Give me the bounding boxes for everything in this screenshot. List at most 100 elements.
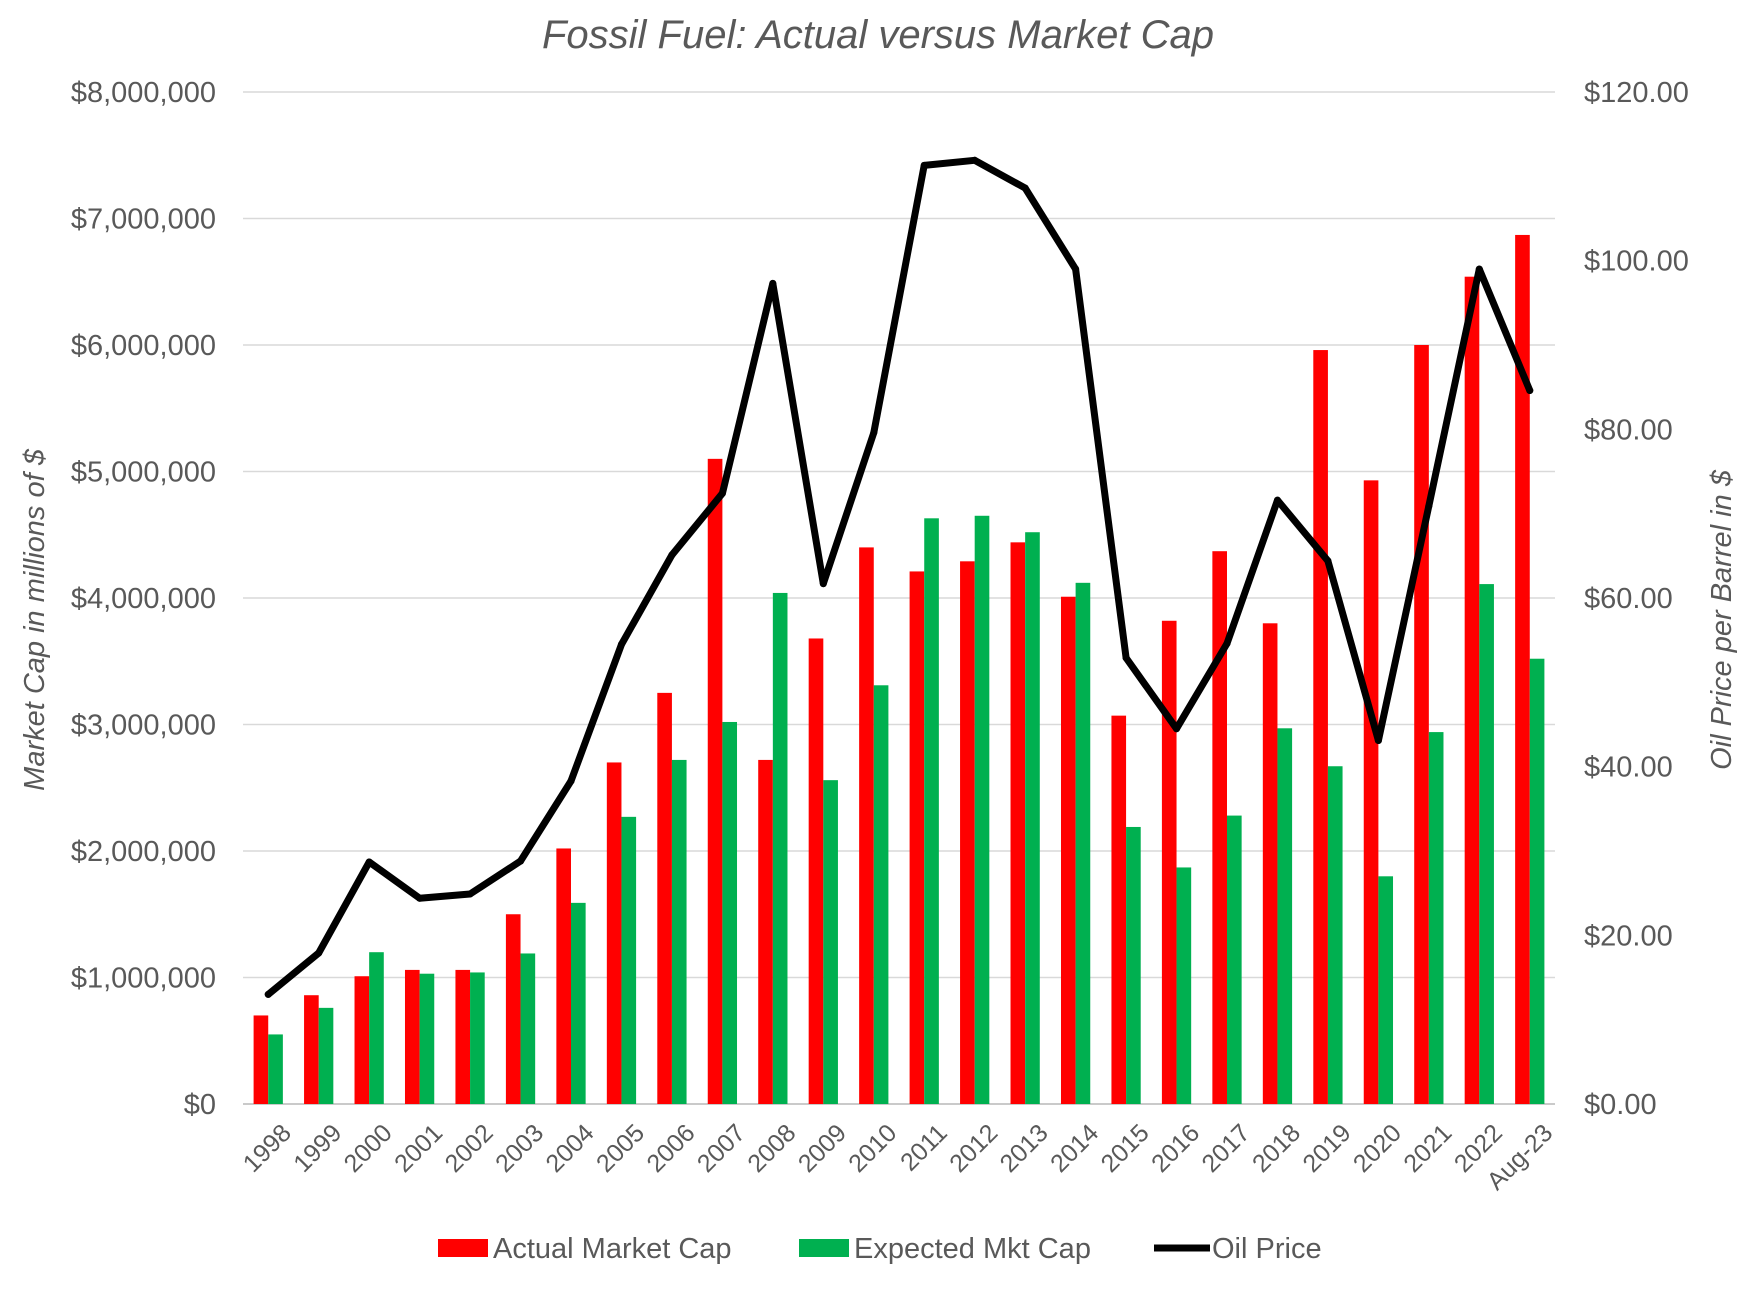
legend-label-actual-market-cap: Actual Market Cap: [493, 1233, 732, 1265]
bar-expected-mkt-cap: [520, 953, 536, 1104]
y2-tick-label: $20.00: [1584, 920, 1673, 952]
oil-price-point: [718, 489, 726, 497]
y-tick-label: $4,000,000: [71, 583, 216, 615]
y-tick-label: $0: [184, 1089, 216, 1121]
x-tick-label: 2010: [843, 1119, 902, 1178]
x-tick-label: 2007: [692, 1119, 751, 1178]
bar-expected-mkt-cap: [1428, 732, 1444, 1104]
oil-price-point: [567, 777, 575, 785]
bar-actual-market-cap: [354, 976, 370, 1104]
x-tick-label: 2013: [995, 1119, 1054, 1178]
bar-actual-market-cap: [1464, 276, 1480, 1104]
oil-price-point: [466, 890, 474, 898]
y-tick-label: $7,000,000: [71, 204, 216, 236]
x-tick-label: 2001: [389, 1119, 448, 1178]
bar-actual-market-cap: [707, 458, 723, 1105]
x-tick-label: 2018: [1247, 1119, 1306, 1178]
x-tick-label: 2000: [339, 1119, 398, 1178]
oil-price-point: [1526, 387, 1534, 395]
y2-tick-label: $0.00: [1584, 1089, 1657, 1121]
bar-expected-mkt-cap: [1378, 876, 1394, 1104]
left-axis: $0 $1,000,000 $2,000,000 $3,000,000 $4,000,0…: [71, 77, 216, 1121]
x-tick-label: 2006: [641, 1119, 700, 1178]
bar-expected-mkt-cap: [470, 972, 485, 1104]
oil-price-point: [1374, 737, 1382, 745]
bar-actual-market-cap: [808, 638, 824, 1104]
bar-actual-market-cap: [909, 571, 925, 1104]
bar-expected-mkt-cap: [924, 518, 939, 1104]
oil-price-point: [1021, 184, 1029, 192]
bar-expected-mkt-cap: [419, 973, 435, 1104]
oil-price-point: [1173, 725, 1181, 733]
bar-actual-market-cap: [1515, 234, 1530, 1104]
bar-actual-market-cap: [505, 914, 521, 1104]
legend-label-oil-price: Oil Price: [1212, 1233, 1322, 1265]
bars: [253, 234, 1545, 1105]
oil-price-point: [264, 990, 272, 998]
bar-expected-mkt-cap: [571, 902, 586, 1104]
oil-price-point: [1223, 640, 1231, 648]
bar-expected-mkt-cap: [823, 780, 838, 1104]
y-tick-label: $8,000,000: [71, 77, 216, 109]
bar-expected-mkt-cap: [1227, 815, 1242, 1104]
y2-tick-label: $60.00: [1584, 583, 1673, 615]
x-tick-label: 2009: [793, 1119, 852, 1178]
x-tick-label: 2003: [490, 1119, 549, 1178]
oil-price-point: [315, 949, 323, 957]
x-tick-label: 2011: [895, 1119, 953, 1177]
bar-expected-mkt-cap: [1327, 766, 1343, 1104]
x-tick-label: 2021: [1398, 1119, 1457, 1178]
oil-price-point: [1324, 557, 1332, 565]
x-tick-label: 2020: [1348, 1119, 1407, 1178]
bar-expected-mkt-cap: [318, 1007, 334, 1104]
x-tick-label: 1998: [238, 1119, 297, 1178]
bar-expected-mkt-cap: [974, 515, 990, 1104]
bar-expected-mkt-cap: [1479, 584, 1494, 1104]
oil-price-point: [617, 640, 625, 648]
bar-expected-mkt-cap: [722, 721, 738, 1104]
bar-expected-mkt-cap: [772, 592, 788, 1104]
bar-expected-mkt-cap: [1025, 532, 1040, 1104]
bar-expected-mkt-cap: [1075, 582, 1091, 1104]
oil-price-point: [1475, 265, 1483, 273]
y-axis-title: Market Cap in millions of $: [19, 448, 51, 791]
legend-swatch-expected-mkt-cap: [799, 1239, 849, 1257]
bar-actual-market-cap: [455, 969, 471, 1104]
gridlines: [243, 91, 1555, 1105]
oil-price-point: [971, 156, 979, 164]
oil-price-point: [819, 580, 827, 588]
oil-price-point: [769, 279, 777, 287]
bar-actual-market-cap: [657, 692, 672, 1104]
right-axis: $0.00 $20.00 $40.00 $60.00 $80.00 $100.00 $120…: [1584, 77, 1689, 1121]
bar-actual-market-cap: [1111, 715, 1127, 1104]
oil-price-line: [264, 156, 1534, 998]
oil-price-series-line: [264, 156, 1534, 998]
bar-expected-mkt-cap: [1176, 867, 1192, 1104]
y2-tick-label: $100.00: [1584, 246, 1689, 278]
x-tick-label: 2012: [944, 1119, 1003, 1178]
x-tick-label: 2017: [1196, 1119, 1255, 1178]
bar-actual-market-cap: [1161, 620, 1177, 1104]
chart-title: Fossil Fuel: Actual versus Market Cap: [542, 13, 1214, 57]
x-tick-label: 2005: [591, 1119, 650, 1178]
bar-actual-market-cap: [1060, 596, 1076, 1104]
bar-expected-mkt-cap: [873, 685, 889, 1104]
bar-actual-market-cap: [1313, 350, 1328, 1104]
y2-tick-label: $120.00: [1584, 77, 1689, 109]
legend: Actual Market Cap Expected Mkt Cap Oil Pri…: [438, 1233, 1322, 1265]
oil-price-point: [668, 551, 676, 559]
bar-expected-mkt-cap: [1126, 826, 1141, 1104]
bar-expected-mkt-cap: [268, 1034, 283, 1104]
y-tick-label: $2,000,000: [71, 836, 216, 868]
y-tick-label: $5,000,000: [71, 457, 216, 489]
bar-actual-market-cap: [304, 995, 319, 1104]
oil-price-point: [920, 161, 928, 169]
y2-tick-label: $40.00: [1584, 752, 1673, 784]
oil-price-point: [1273, 496, 1281, 504]
y-tick-label: $6,000,000: [71, 330, 216, 362]
x-tick-label: 2014: [1045, 1119, 1104, 1178]
legend-label-expected-mkt-cap: Expected Mkt Cap: [854, 1233, 1091, 1265]
oil-price-point: [870, 429, 878, 437]
oil-price-point: [1425, 502, 1433, 510]
